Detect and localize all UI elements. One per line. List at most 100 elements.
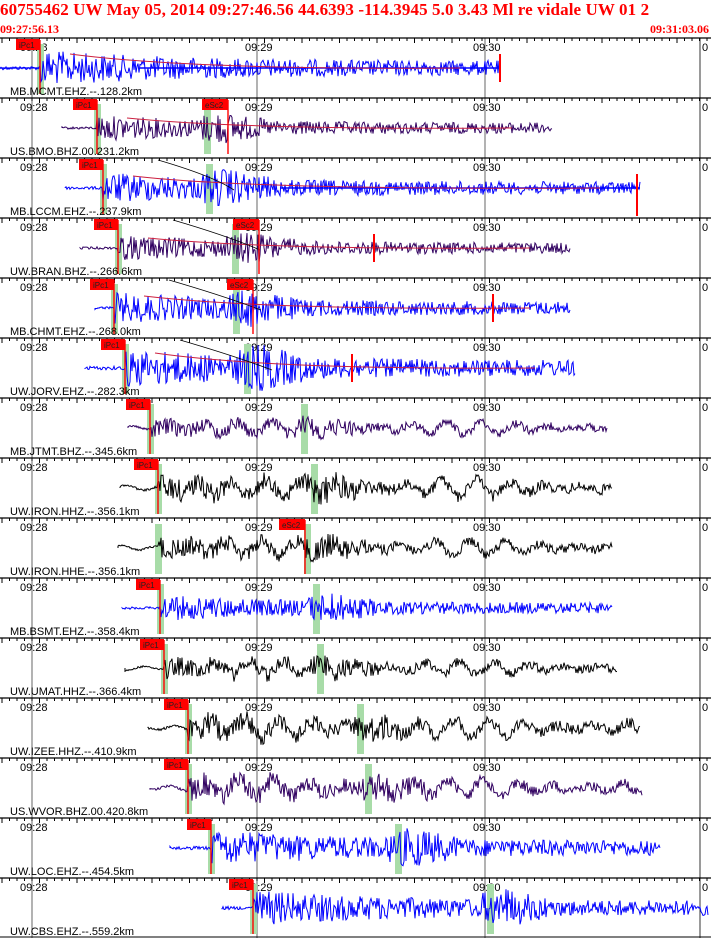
predicted-arrival-curve xyxy=(172,219,261,251)
station-label: UW.BRAN.BHZ.--.266.6km xyxy=(10,266,142,278)
time-ticks xyxy=(1,158,708,163)
s-window xyxy=(232,224,239,274)
time-mark-label: 09:30 xyxy=(473,462,501,474)
p-pick-flag[interactable] xyxy=(126,399,150,410)
station-label: UW.IRON.HHE.--.356.1km xyxy=(10,566,140,578)
coda-curve xyxy=(132,175,601,189)
p-pick-flag[interactable] xyxy=(164,699,188,710)
time-mark-label: 09:30 xyxy=(473,342,501,354)
p-pick-flag[interactable] xyxy=(90,279,114,290)
gain-label: 0 xyxy=(702,702,708,714)
waveform xyxy=(221,889,709,925)
gain-label: 0 xyxy=(702,102,708,114)
waveform xyxy=(79,233,571,263)
coda-curve xyxy=(143,295,531,309)
time-ticks xyxy=(1,38,708,43)
time-mark-label: 09:30 xyxy=(473,762,501,774)
trace-panel[interactable]: 09:28 09:29 09:30 0 iPc1 US.WVOR.BHZ.00.420.8… xyxy=(0,757,711,818)
s-pick-flag[interactable] xyxy=(233,219,259,230)
s-pick-flag[interactable] xyxy=(227,279,253,290)
time-mark-label: 09:29 xyxy=(245,462,273,474)
s-pick-label: eSc2 xyxy=(282,521,301,530)
trace-panel[interactable]: 09:28 09:29 09:30 0iPc1UW.CBS.EHZ.--.559.2k… xyxy=(0,877,711,938)
time-mark-label: 09:29 xyxy=(245,582,273,594)
gain-label: 0 xyxy=(702,282,708,294)
trace-panel[interactable]: 09:28 09:29 09:30 0 iPc1 UW.IRON.HHZ.--.356.1… xyxy=(0,457,711,518)
time-ticks xyxy=(1,698,708,703)
time-ticks xyxy=(1,818,708,823)
time-ticks xyxy=(1,578,708,583)
time-mark-label: 09:28 xyxy=(20,762,48,774)
p-pick-label: iPc1 xyxy=(190,821,206,830)
p-pick-label: iPc1 xyxy=(139,581,155,590)
station-label: UW.IZEE.HHZ.--.410.9km xyxy=(10,746,137,758)
gain-label: 0 xyxy=(702,642,708,654)
s-window xyxy=(244,344,251,394)
trace-panel[interactable]: 09:28 09:29 09:30 0 iPc1 MB.LCCM.EHZ.--.237.9… xyxy=(0,157,711,218)
p-pick-label: iPc1 xyxy=(76,101,92,110)
trace-panel[interactable]: 09:28 09:29 09:30 0 iPc1 UW.UMAT.HHZ.--.366.4… xyxy=(0,637,711,698)
gain-label: 0 xyxy=(702,882,708,894)
start-time: 09:27:56.13 xyxy=(0,22,59,36)
time-mark-label: 09:30 xyxy=(473,222,501,234)
station-label: UW.JORV.EHZ.--.282.3km xyxy=(10,386,140,398)
time-mark-label: 09:28 xyxy=(20,522,48,534)
time-mark-label: 09:28 xyxy=(20,282,48,294)
s-pick-flag[interactable] xyxy=(279,519,305,530)
time-mark-label: 09:28 xyxy=(20,462,48,474)
p-pick-flag[interactable] xyxy=(164,759,188,770)
gain-label: 0 xyxy=(702,402,708,414)
time-mark-label: 09:30 xyxy=(473,702,501,714)
time-mark-label: 09:28 xyxy=(20,102,48,114)
trace-panel[interactable]: 09:28 09:29 09:30 0 iPc1 UW.LOC.EHZ.--.454.5k… xyxy=(0,817,711,878)
p-pick-flag[interactable] xyxy=(140,639,164,650)
p-pick-label: iPc1 xyxy=(19,41,35,50)
time-mark-label: 09:30 xyxy=(473,402,501,414)
s-pick-label: eSc2 xyxy=(236,221,255,230)
p-pick-flag[interactable] xyxy=(229,879,253,890)
waveform xyxy=(147,711,641,746)
time-ticks xyxy=(1,98,708,103)
p-pick-flag[interactable] xyxy=(101,339,125,350)
time-ticks xyxy=(1,638,708,643)
station-label: US.WVOR.BHZ.00.420.8km xyxy=(10,806,148,818)
p-pick-flag[interactable] xyxy=(134,459,158,470)
time-mark-label: 09:29 xyxy=(245,402,273,414)
trace-panel[interactable]: 09:28 09:29 09:30 0 iPc1 MB.JTMT.BHZ.--.345.6… xyxy=(0,397,711,458)
station-label: UW.IRON.HHZ.--.356.1km xyxy=(10,506,140,518)
s-window xyxy=(487,884,494,934)
trace-panel[interactable]: 09:28 09:29 09:30 0 iPc1 eSc2 US.BMO.BHZ.00.23… xyxy=(0,97,711,158)
trace-panel[interactable]: 09:28 09:29 09:30 0 iPc1 UW.JORV.EHZ.--.282.3… xyxy=(0,337,711,398)
trace-panel[interactable]: 09:28 09:29 09:30 0 eSc2 UW.IRON.HHE.--.356.1… xyxy=(0,517,711,578)
trace-panel[interactable]: 09:28 09:29 09:30 0 iPc1 MB.BSMT.EHZ.--.358.4… xyxy=(0,577,711,638)
event-title: 60755462 UW May 05, 2014 09:27:46.56 44.… xyxy=(0,0,650,19)
p-pick-flag[interactable] xyxy=(136,579,160,590)
time-mark-label: 09:29 xyxy=(245,102,273,114)
p-window xyxy=(155,524,162,574)
end-time: 09:31:03.06 xyxy=(650,22,709,36)
p-pick-label: iPc1 xyxy=(104,341,120,350)
trace-panel[interactable]: 09:2809:2909:300iPc1eSc2UW.BRAN.BHZ.--.2… xyxy=(0,217,711,278)
gain-label: 0 xyxy=(702,762,708,774)
trace-panel[interactable]: 09:2809:2909:300iPc1MB.MCMT.EHZ.--.128.2… xyxy=(0,37,711,98)
p-pick-flag[interactable] xyxy=(79,159,103,170)
p-pick-flag[interactable] xyxy=(94,219,118,230)
time-ticks xyxy=(1,458,708,463)
time-mark-label: 09:29 xyxy=(245,42,273,54)
trace-panel[interactable]: 09:28 09:29 09:30 0 iPc1 UW.IZEE.HHZ.--.410.9… xyxy=(0,697,711,758)
p-pick-flag[interactable] xyxy=(16,39,40,50)
s-window xyxy=(313,584,320,634)
time-mark-label: 09:28 xyxy=(20,222,48,234)
gain-label: 0 xyxy=(702,822,708,834)
waveform xyxy=(117,533,613,563)
waveform xyxy=(169,828,661,867)
p-pick-flag[interactable] xyxy=(187,819,211,830)
p-pick-flag[interactable] xyxy=(73,99,97,110)
gain-label: 0 xyxy=(702,222,708,234)
time-mark-label: 09:29 xyxy=(245,162,273,174)
time-mark-label: 09:28 xyxy=(20,702,48,714)
gain-label: 0 xyxy=(702,582,708,594)
s-pick-flag[interactable] xyxy=(202,99,228,110)
